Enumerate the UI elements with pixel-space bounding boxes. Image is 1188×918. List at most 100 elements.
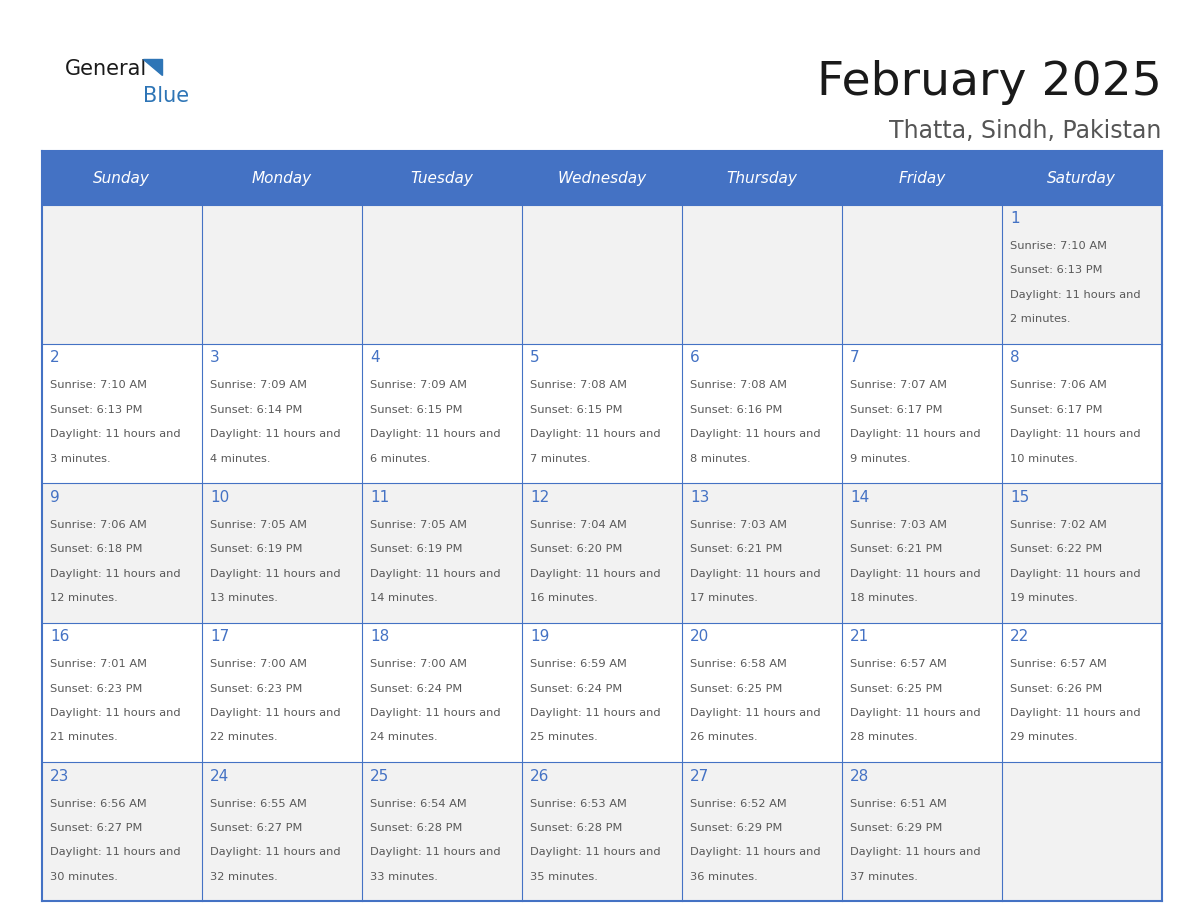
Text: 17 minutes.: 17 minutes. (690, 593, 758, 603)
Text: 6: 6 (690, 351, 700, 365)
Text: 25: 25 (369, 768, 390, 784)
Text: 8 minutes.: 8 minutes. (690, 453, 751, 464)
Text: Sunrise: 6:54 AM: Sunrise: 6:54 AM (369, 799, 467, 809)
Text: 30 minutes.: 30 minutes. (50, 872, 118, 881)
Text: Sunrise: 7:10 AM: Sunrise: 7:10 AM (50, 380, 147, 390)
Text: Sunset: 6:15 PM: Sunset: 6:15 PM (369, 405, 462, 415)
Text: Daylight: 11 hours and: Daylight: 11 hours and (369, 568, 500, 578)
Text: 35 minutes.: 35 minutes. (530, 872, 598, 881)
Text: Sunset: 6:28 PM: Sunset: 6:28 PM (369, 823, 462, 833)
Text: 12: 12 (530, 490, 549, 505)
Text: Sunset: 6:22 PM: Sunset: 6:22 PM (1010, 544, 1102, 554)
Text: 3 minutes.: 3 minutes. (50, 453, 110, 464)
Text: Daylight: 11 hours and: Daylight: 11 hours and (851, 568, 981, 578)
Text: 27: 27 (690, 768, 709, 784)
Bar (842, 762, 1001, 901)
Text: Sunset: 6:21 PM: Sunset: 6:21 PM (690, 544, 783, 554)
Bar (1001, 484, 1162, 622)
Text: 22 minutes.: 22 minutes. (210, 733, 278, 743)
Text: 5: 5 (530, 351, 539, 365)
Bar (42, 205, 202, 344)
Text: 20: 20 (690, 629, 709, 644)
Text: Sunrise: 6:59 AM: Sunrise: 6:59 AM (530, 659, 627, 669)
Text: Sunset: 6:26 PM: Sunset: 6:26 PM (1010, 684, 1102, 693)
Text: Daylight: 11 hours and: Daylight: 11 hours and (369, 847, 500, 857)
Bar (42, 762, 202, 901)
Text: Daylight: 11 hours and: Daylight: 11 hours and (851, 847, 981, 857)
Text: Sunset: 6:13 PM: Sunset: 6:13 PM (50, 405, 143, 415)
Text: Sunset: 6:24 PM: Sunset: 6:24 PM (369, 684, 462, 693)
Text: 28 minutes.: 28 minutes. (851, 733, 918, 743)
Text: Sunset: 6:19 PM: Sunset: 6:19 PM (210, 544, 303, 554)
Bar (682, 344, 842, 484)
Text: Daylight: 11 hours and: Daylight: 11 hours and (210, 568, 341, 578)
Text: Daylight: 11 hours and: Daylight: 11 hours and (1010, 568, 1140, 578)
Text: 25 minutes.: 25 minutes. (530, 733, 598, 743)
Text: Daylight: 11 hours and: Daylight: 11 hours and (851, 430, 981, 439)
Text: Thatta, Sindh, Pakistan: Thatta, Sindh, Pakistan (890, 119, 1162, 143)
Text: Daylight: 11 hours and: Daylight: 11 hours and (1010, 708, 1140, 718)
Bar (361, 622, 522, 762)
Text: 29 minutes.: 29 minutes. (1010, 733, 1078, 743)
Text: 18 minutes.: 18 minutes. (851, 593, 918, 603)
Text: Sunrise: 6:51 AM: Sunrise: 6:51 AM (851, 799, 947, 809)
Text: Sunrise: 7:05 AM: Sunrise: 7:05 AM (369, 520, 467, 530)
Text: Daylight: 11 hours and: Daylight: 11 hours and (851, 708, 981, 718)
Text: 6 minutes.: 6 minutes. (369, 453, 430, 464)
Text: Sunset: 6:27 PM: Sunset: 6:27 PM (210, 823, 302, 833)
Text: Sunrise: 7:00 AM: Sunrise: 7:00 AM (369, 659, 467, 669)
Bar (1001, 205, 1162, 344)
Bar (842, 344, 1001, 484)
Bar (522, 484, 682, 622)
Text: Sunrise: 7:10 AM: Sunrise: 7:10 AM (1010, 241, 1107, 252)
Text: 18: 18 (369, 629, 390, 644)
Text: 32 minutes.: 32 minutes. (210, 872, 278, 881)
Bar (522, 762, 682, 901)
Text: Daylight: 11 hours and: Daylight: 11 hours and (50, 430, 181, 439)
Text: Daylight: 11 hours and: Daylight: 11 hours and (369, 430, 500, 439)
Bar (202, 205, 361, 344)
Text: Sunset: 6:25 PM: Sunset: 6:25 PM (851, 684, 942, 693)
Text: 16: 16 (50, 629, 69, 644)
Text: Sunset: 6:23 PM: Sunset: 6:23 PM (50, 684, 143, 693)
Text: Daylight: 11 hours and: Daylight: 11 hours and (690, 568, 821, 578)
Text: Sunset: 6:14 PM: Sunset: 6:14 PM (210, 405, 302, 415)
Text: Sunset: 6:20 PM: Sunset: 6:20 PM (530, 544, 623, 554)
Text: 19 minutes.: 19 minutes. (1010, 593, 1078, 603)
Text: Sunset: 6:17 PM: Sunset: 6:17 PM (851, 405, 942, 415)
Text: 3: 3 (210, 351, 220, 365)
Text: 26 minutes.: 26 minutes. (690, 733, 758, 743)
Bar (842, 205, 1001, 344)
Text: February 2025: February 2025 (817, 60, 1162, 106)
Text: Sunrise: 6:57 AM: Sunrise: 6:57 AM (1010, 659, 1107, 669)
Text: Daylight: 11 hours and: Daylight: 11 hours and (210, 430, 341, 439)
Bar (842, 151, 1001, 205)
Text: Daylight: 11 hours and: Daylight: 11 hours and (530, 430, 661, 439)
Bar (202, 151, 361, 205)
Text: 36 minutes.: 36 minutes. (690, 872, 758, 881)
Text: 13 minutes.: 13 minutes. (210, 593, 278, 603)
Bar (42, 151, 202, 205)
Text: General: General (65, 59, 147, 79)
Text: 26: 26 (530, 768, 549, 784)
Text: Sunset: 6:29 PM: Sunset: 6:29 PM (851, 823, 942, 833)
Text: Blue: Blue (143, 86, 189, 106)
Text: Sunrise: 7:02 AM: Sunrise: 7:02 AM (1010, 520, 1107, 530)
Text: 17: 17 (210, 629, 229, 644)
Bar (842, 622, 1001, 762)
Text: Daylight: 11 hours and: Daylight: 11 hours and (50, 847, 181, 857)
Text: Sunset: 6:18 PM: Sunset: 6:18 PM (50, 544, 143, 554)
Text: Daylight: 11 hours and: Daylight: 11 hours and (690, 847, 821, 857)
Text: Sunday: Sunday (93, 171, 150, 185)
Text: Daylight: 11 hours and: Daylight: 11 hours and (369, 708, 500, 718)
Bar (1001, 344, 1162, 484)
Text: 24 minutes.: 24 minutes. (369, 733, 437, 743)
Text: 2 minutes.: 2 minutes. (1010, 314, 1070, 324)
Text: Sunset: 6:25 PM: Sunset: 6:25 PM (690, 684, 783, 693)
Text: 13: 13 (690, 490, 709, 505)
Text: Sunset: 6:16 PM: Sunset: 6:16 PM (690, 405, 783, 415)
Bar (682, 762, 842, 901)
Text: Thursday: Thursday (726, 171, 797, 185)
Text: Sunrise: 7:05 AM: Sunrise: 7:05 AM (210, 520, 307, 530)
Text: Daylight: 11 hours and: Daylight: 11 hours and (1010, 290, 1140, 300)
